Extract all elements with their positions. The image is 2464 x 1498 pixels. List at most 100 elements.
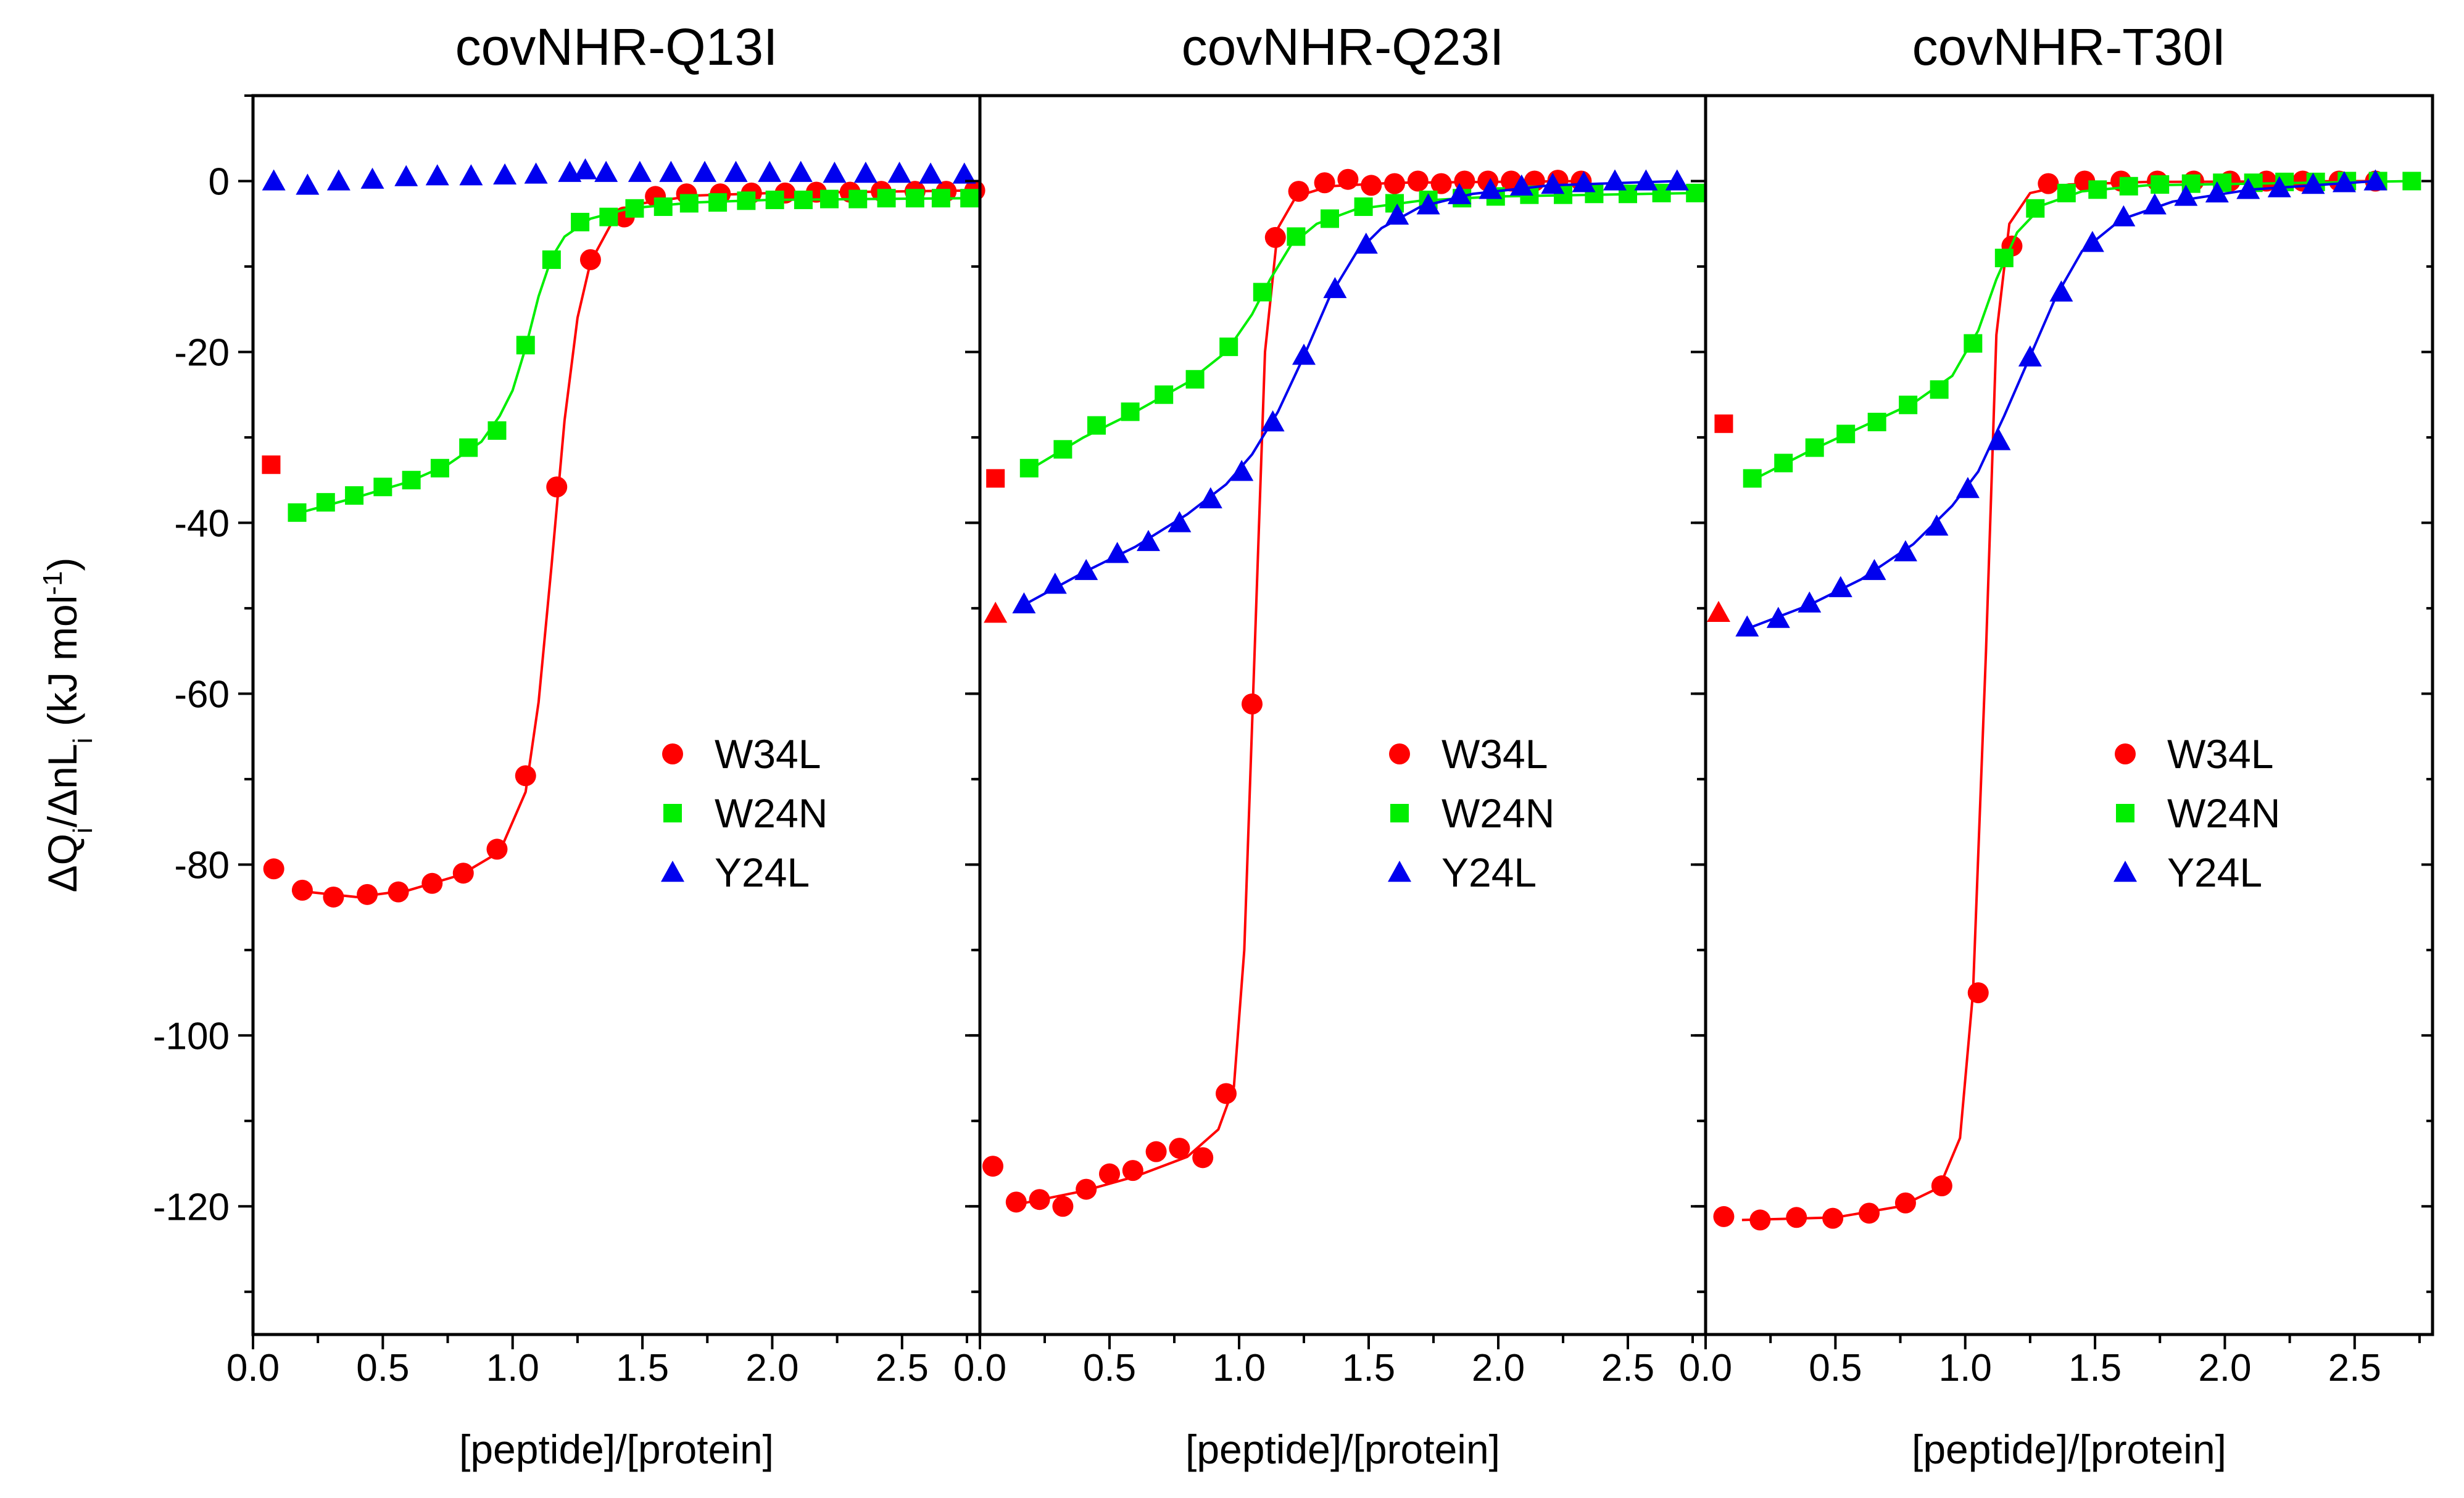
data-point-y24l	[1292, 343, 1316, 365]
data-point-w34l	[1384, 173, 1405, 194]
data-point-w34l	[291, 879, 313, 901]
data-point-w24n	[2402, 172, 2421, 191]
data-point-y24l	[659, 160, 683, 182]
series-w24n	[1743, 172, 2421, 488]
x-axis-title: [peptide]/[protein]	[459, 1426, 774, 1472]
x-tick-label: 1.0	[1213, 1347, 1266, 1389]
legend-label-w34l: W34L	[2167, 731, 2273, 777]
data-point-w24n	[487, 421, 507, 440]
data-point-w24n	[373, 478, 392, 497]
y-axis-title-mid: /ΔnL	[39, 743, 85, 827]
data-point-w24n	[1121, 402, 1140, 421]
data-point-w34l	[1430, 173, 1452, 194]
data-point-y24l	[628, 160, 652, 182]
data-point-y24l	[1956, 477, 1980, 499]
data-point-y24l	[758, 160, 782, 182]
data-point-y24l	[789, 160, 813, 182]
data-point-w34l	[486, 838, 508, 860]
data-point-w34l	[1122, 1160, 1143, 1181]
data-point-y24l	[2080, 231, 2104, 252]
y-tick-label: -100	[153, 1015, 230, 1057]
data-point-w24n	[905, 189, 924, 208]
data-point-y24l	[1416, 193, 1440, 215]
data-point-w24n	[1899, 395, 1918, 415]
data-point-y24l	[1735, 615, 1759, 637]
x-tick-label: 0.5	[1809, 1347, 1862, 1389]
data-point-w24n	[402, 471, 421, 490]
data-point-y24l	[493, 163, 517, 184]
data-point-w24n	[848, 189, 868, 209]
data-point-w34l	[323, 886, 344, 908]
data-point-y24l	[887, 162, 911, 183]
series-w24n	[288, 189, 979, 522]
data-point-w34l	[263, 858, 284, 880]
data-point-y24l	[1230, 460, 1254, 481]
data-point-w34l	[1931, 1175, 1952, 1197]
data-point-w24n	[2151, 175, 2170, 194]
data-point-y24l	[919, 162, 943, 184]
data-point-y24l	[1074, 558, 1098, 581]
data-point-w24n	[1019, 458, 1039, 478]
chart-title: covNHR-Q23I	[1182, 18, 1504, 76]
legend-label-w24n: W24N	[715, 790, 828, 836]
legend-marker-y24l	[661, 861, 684, 882]
x-tick-label: 0.0	[226, 1347, 280, 1389]
x-tick-label: 2.5	[876, 1347, 929, 1389]
data-point-y24l	[1893, 540, 1917, 561]
data-point-w34l	[1288, 181, 1309, 202]
data-point-y24l	[524, 162, 548, 184]
legend: W34L W24N Y24L	[1388, 731, 1554, 895]
data-point-y24l	[1012, 592, 1036, 614]
data-point-w24n	[1774, 453, 1793, 473]
data-point-w24n	[625, 199, 644, 218]
data-point-w24n	[1253, 283, 1272, 302]
y-tick-label: -80	[174, 844, 230, 887]
data-point-y24l	[1448, 183, 1471, 204]
legend-label-y24l: Y24L	[715, 850, 810, 895]
data-point-w24n	[1867, 413, 1886, 432]
legend-marker-w24n	[663, 804, 682, 822]
data-point-w24n	[599, 207, 618, 226]
legend-marker-w34l	[2115, 743, 2136, 764]
data-point-y24l	[296, 173, 320, 195]
x-tick-label: 2.0	[1472, 1347, 1525, 1389]
data-point-w34l	[982, 1156, 1003, 1177]
data-point-y24l	[2301, 173, 2325, 194]
panel-covnhr-q23i: covNHR-Q23I 0.0 0.5 1.0 1.5 2.0 2.5 [peptide]/[…	[953, 18, 1707, 1472]
data-point-w34l	[1099, 1163, 1120, 1185]
x-tick-label: 1.5	[616, 1347, 669, 1389]
data-point-w24n	[708, 193, 728, 212]
legend-marker-y24l	[2113, 861, 2137, 882]
series-y24l	[1012, 169, 1689, 614]
data-point-w34l	[579, 249, 601, 270]
series-w34l	[982, 168, 1592, 1217]
data-point-w34l	[1713, 1206, 1735, 1227]
data-point-y24l	[2018, 345, 2042, 366]
x-tick-label: 2.5	[1601, 1347, 1654, 1389]
panel-covnhr-q13i: covNHR-Q13I 0.0 0.5 1.0 1.5 2.0 2.5 0 -20 -40 -60 -…	[153, 18, 985, 1472]
data-point-y24l	[573, 158, 597, 180]
data-point-w34l	[1337, 168, 1359, 190]
data-point-y24l	[2267, 176, 2291, 197]
data-point-w34l	[1314, 172, 1335, 194]
y-axis-title-close: )	[39, 558, 85, 571]
data-point-w34l	[1145, 1141, 1167, 1162]
data-point-w24n	[1743, 469, 1762, 488]
legend-label-y24l: Y24L	[1441, 850, 1537, 895]
data-point-w24n	[1287, 227, 1306, 246]
data-point-w34l	[1749, 1209, 1771, 1231]
data-point-y24l	[1987, 429, 2011, 450]
y-tick-label: -120	[153, 1186, 230, 1228]
data-point-w34l	[1216, 1083, 1237, 1104]
data-point-w24n	[542, 250, 561, 269]
legend-label-w24n: W24N	[2167, 790, 2280, 836]
data-point-w24n	[430, 458, 449, 478]
data-point-y24l	[1509, 174, 1533, 196]
data-point-y24l	[2143, 193, 2167, 215]
data-point-y24l	[1665, 169, 1689, 191]
data-point-w24n	[2088, 180, 2107, 199]
data-point-w24n	[571, 212, 590, 231]
legend-label-w34l: W34L	[1441, 731, 1548, 777]
data-point-w24n	[1805, 438, 1824, 457]
x-tick-label: 2.0	[2198, 1347, 2251, 1389]
